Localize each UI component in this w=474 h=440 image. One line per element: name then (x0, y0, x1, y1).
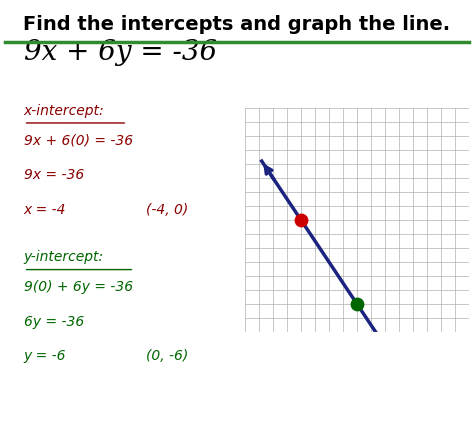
Text: (0, -6): (0, -6) (146, 349, 188, 363)
Text: 9(0) + 6y = -36: 9(0) + 6y = -36 (24, 280, 133, 294)
Point (353, 301, 361, 308)
Text: x = -4: x = -4 (24, 203, 66, 217)
Text: (-4, 0): (-4, 0) (146, 203, 188, 217)
Text: 6y = -36: 6y = -36 (24, 315, 84, 329)
Text: 9x + 6(0) = -36: 9x + 6(0) = -36 (24, 134, 133, 148)
Point (297, 216, 305, 224)
Text: x-intercept:: x-intercept: (24, 103, 104, 117)
Text: y = -6: y = -6 (24, 349, 66, 363)
Text: Find the intercepts and graph the line.: Find the intercepts and graph the line. (23, 15, 451, 34)
Text: 9x = -36: 9x = -36 (24, 168, 84, 182)
Text: y-intercept:: y-intercept: (24, 250, 104, 264)
Text: 9x + 6y = -36: 9x + 6y = -36 (24, 39, 217, 66)
